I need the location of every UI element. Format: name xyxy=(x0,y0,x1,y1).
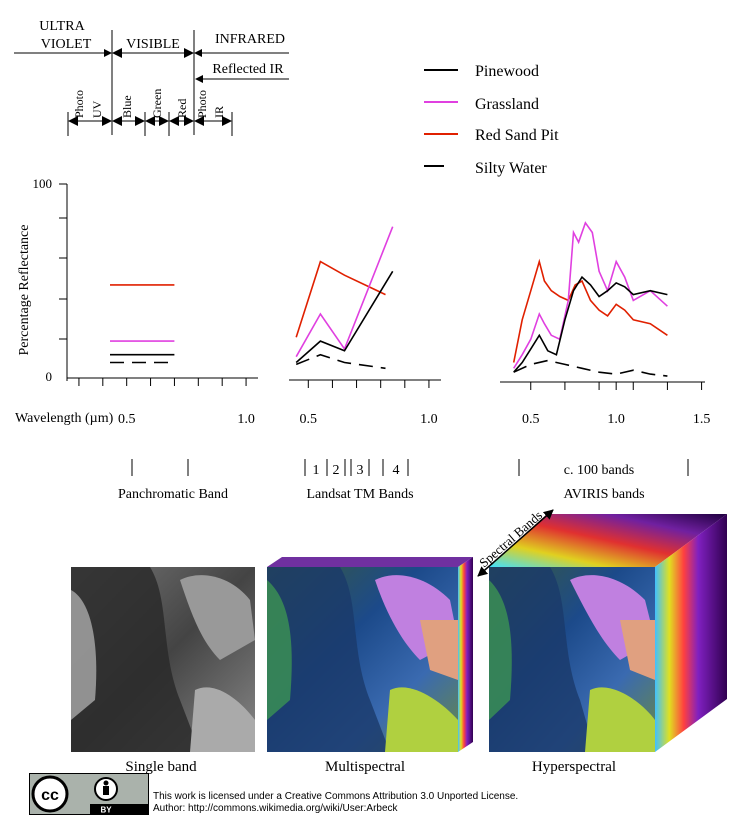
band-ticks xyxy=(67,112,233,136)
license-author: Author: http://commons.wikimedia.org/wik… xyxy=(153,803,398,814)
region-uv-label: ULTRA xyxy=(39,19,85,34)
reflected-ir-label: Reflected IR xyxy=(212,62,284,77)
landsat-band-4: 4 xyxy=(393,463,400,478)
x-tick-label: 1.0 xyxy=(420,412,438,427)
legend-item-pinewood: Pinewood xyxy=(424,63,539,80)
legend-label: Grassland xyxy=(475,96,539,113)
series-line-red-sand-pit xyxy=(512,258,668,363)
landsat-band-1: 1 xyxy=(313,463,320,478)
landsat-band-2: 2 xyxy=(333,463,340,478)
band-label-red: Red xyxy=(175,99,189,118)
y-axis-label: Percentage Reflectance xyxy=(17,225,32,356)
chart-panels: 1.0 0.5 1.0 0.5 1.0 0.5 1.5 xyxy=(67,221,711,427)
multispectral-image xyxy=(267,557,473,752)
landsat-label: Landsat TM Bands xyxy=(306,487,413,502)
license-text: This work is licensed under a Creative C… xyxy=(153,791,518,815)
chart-panel-2: 1.0 0.5 xyxy=(289,226,441,427)
series-line-pinewood xyxy=(295,270,394,364)
hyperspectral-cube: Spectral Bands xyxy=(476,508,727,752)
cc-badge-text: cc xyxy=(41,787,59,804)
band-label-green: Green xyxy=(150,89,164,118)
x-axis-label: Wavelength (µm) xyxy=(15,411,114,426)
aviris-label: AVIRIS bands xyxy=(563,487,644,502)
y-ticks xyxy=(59,183,67,340)
x-tick-label: 1.0 xyxy=(607,412,625,427)
cc-logo-icon: cc BY xyxy=(31,775,148,815)
aviris-count-label: c. 100 bands xyxy=(564,463,634,478)
x-tick-label: 1.0 xyxy=(237,412,255,427)
chart-axes: 100 0 Percentage Reflectance Wavelength … xyxy=(15,176,114,426)
legend-item-grassland: Grassland xyxy=(424,96,539,113)
license-line: This work is licensed under a Creative C… xyxy=(153,791,519,802)
chart-panel-1: 1.0 0.5 xyxy=(67,284,258,427)
spectral-bands-arrow xyxy=(477,509,554,577)
legend-label: Silty Water xyxy=(475,160,547,177)
y-bottom-label: 0 xyxy=(46,369,53,384)
series-line-silty-water xyxy=(295,353,386,370)
legend-item-red-sand-pit: Red Sand Pit xyxy=(424,127,559,144)
band-groups: Panchromatic Band 1 2 3 4 Landsat TM Ban… xyxy=(118,459,689,502)
y-top-label: 100 xyxy=(33,176,53,191)
spectrum-header: ULTRA VIOLET VISIBLE INFRARED Reflected … xyxy=(14,19,289,136)
series-line-grassland xyxy=(295,226,394,358)
cc-by-badge: cc BY xyxy=(29,773,149,815)
region-infrared-label: INFRARED xyxy=(215,32,285,47)
series-line-grassland xyxy=(513,221,668,369)
legend-label: Red Sand Pit xyxy=(475,127,559,144)
chart-panel-3: 1.0 0.5 1.5 xyxy=(500,221,711,427)
x-tick-label: 0.5 xyxy=(522,412,540,427)
legend-label: Pinewood xyxy=(475,63,539,80)
x-tick-label: 0.5 xyxy=(300,412,318,427)
series-line-silty-water xyxy=(513,359,668,377)
region-uv-label-2: VIOLET xyxy=(41,37,92,52)
band-label-blue: Blue xyxy=(120,95,134,118)
hyperspectral-caption: Hyperspectral xyxy=(532,759,616,775)
by-badge-text: BY xyxy=(100,806,112,815)
band-label-ir: IR xyxy=(212,106,226,118)
landsat-band-3: 3 xyxy=(357,463,364,478)
series-line-pinewood xyxy=(513,275,668,373)
legend: Pinewood Grassland Red Sand Pit Silty Wa… xyxy=(424,63,559,177)
multispectral-caption: Multispectral xyxy=(325,759,405,775)
single-band-caption: Single band xyxy=(125,759,197,775)
single-band-image xyxy=(71,567,255,752)
band-label-photo: Photo xyxy=(72,90,86,118)
band-label-uv: UV xyxy=(90,100,104,118)
region-visible-label: VISIBLE xyxy=(126,37,180,52)
person-icon xyxy=(103,780,109,786)
x-tick-label: 0.5 xyxy=(118,412,136,427)
band-label-photo-ir: Photo xyxy=(195,90,209,118)
x-tick-label: 1.5 xyxy=(693,412,711,427)
legend-item-silty-water: Silty Water xyxy=(424,160,547,177)
panchromatic-label: Panchromatic Band xyxy=(118,487,228,502)
series-line-red-sand-pit xyxy=(295,260,386,338)
